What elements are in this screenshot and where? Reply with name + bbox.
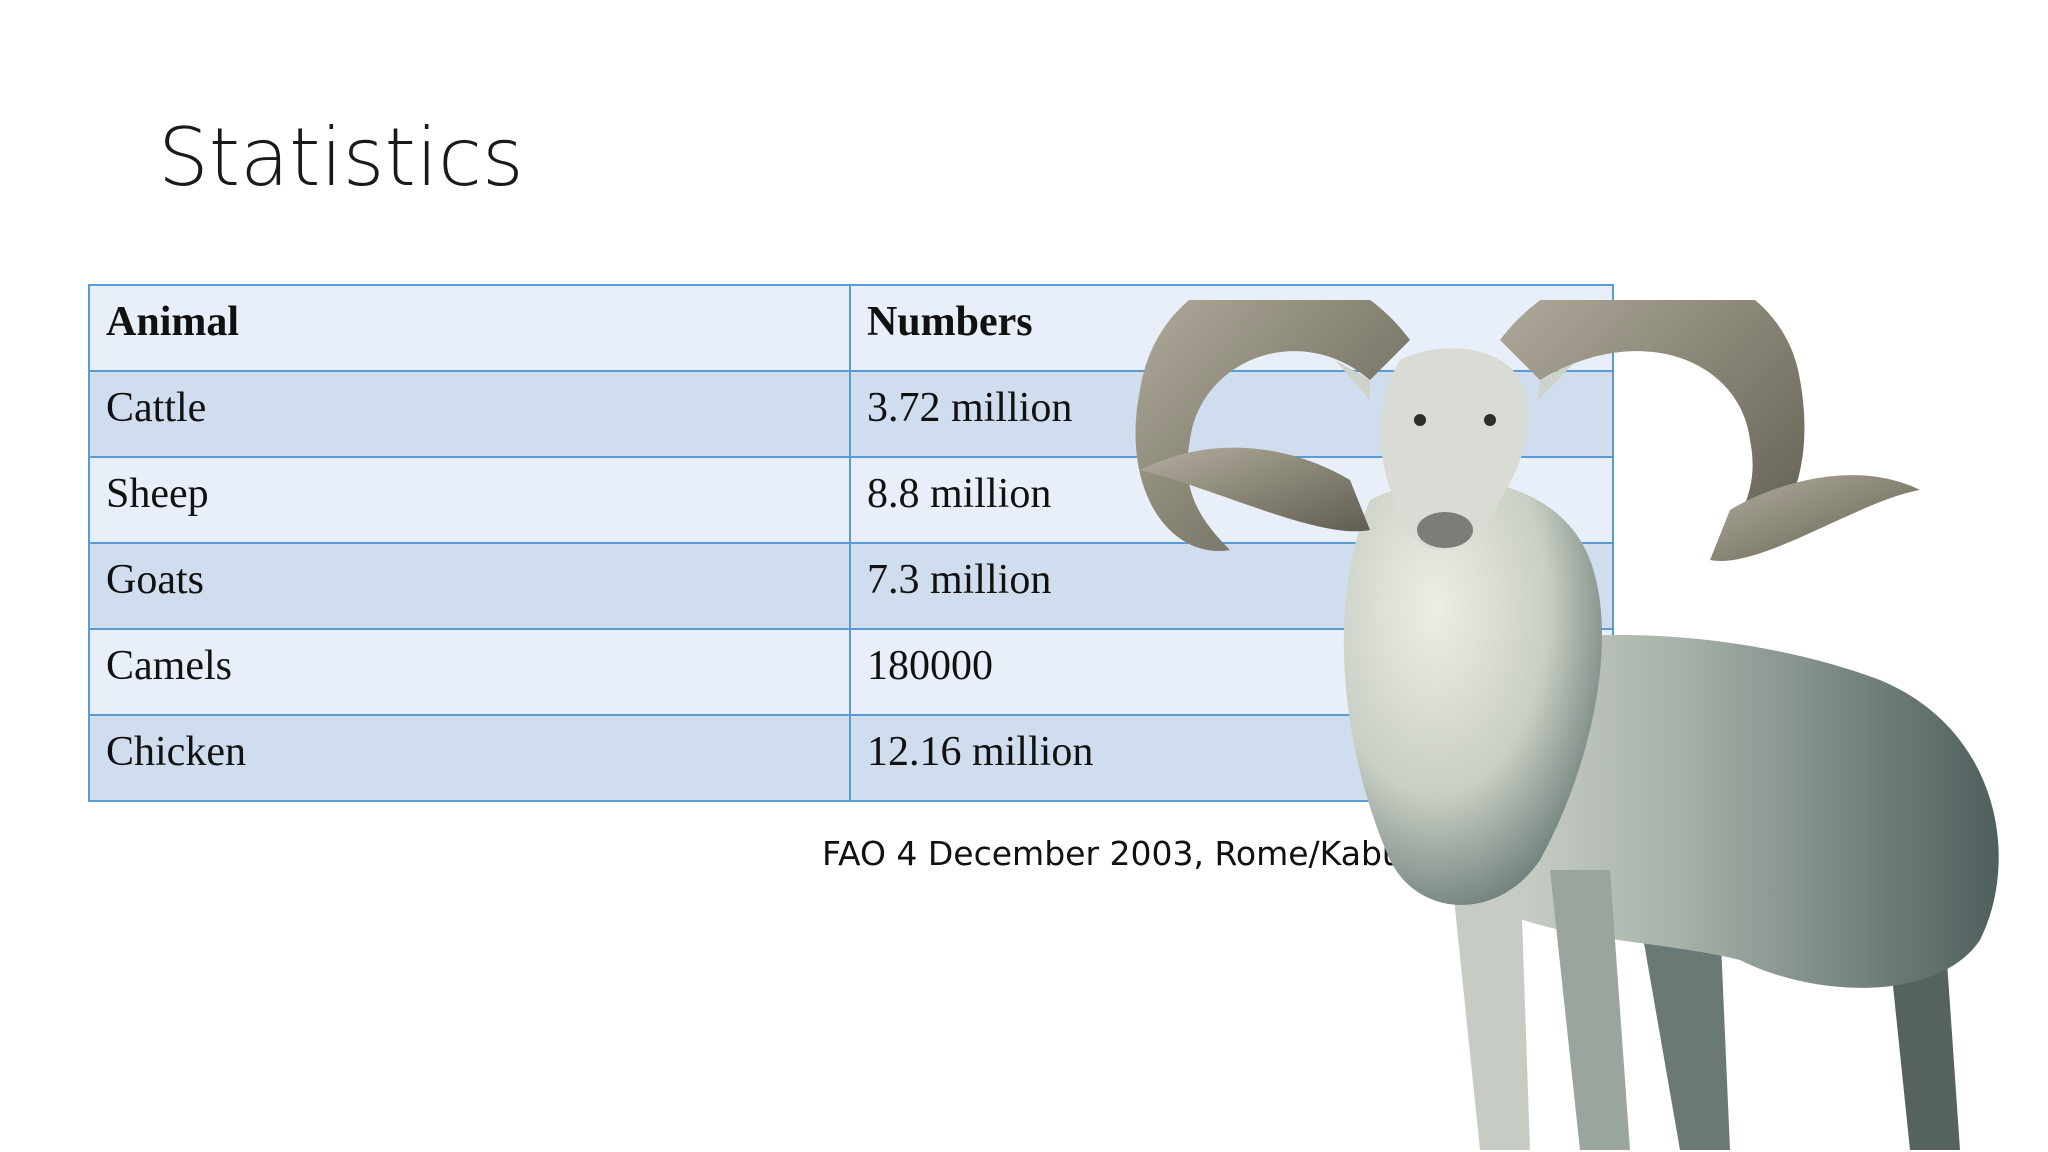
animal-cell: Goats	[88, 542, 851, 630]
slide-title: Statistics	[158, 111, 524, 204]
animal-cell: Sheep	[88, 456, 851, 544]
statistics-table: Animal Numbers Cattle 3.72 million Sheep…	[88, 284, 1615, 802]
source-citation: FAO 4 December 2003, Rome/Kabul	[822, 834, 1412, 873]
ram-illustration	[1135, 300, 1999, 1150]
animal-cell: Cattle	[88, 370, 851, 458]
animal-cell: Camels	[88, 628, 851, 716]
header-animal: Animal	[88, 284, 851, 372]
animal-cell: Chicken	[88, 714, 851, 802]
